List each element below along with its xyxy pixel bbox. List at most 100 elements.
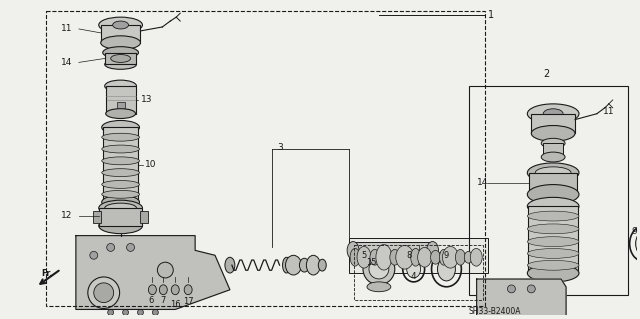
Polygon shape: [477, 279, 566, 319]
Ellipse shape: [541, 152, 565, 162]
Ellipse shape: [318, 259, 326, 271]
Ellipse shape: [148, 285, 156, 295]
Text: 9: 9: [632, 227, 637, 236]
Ellipse shape: [107, 243, 115, 251]
Bar: [349, 238, 488, 273]
Bar: [529, 173, 577, 194]
Ellipse shape: [483, 316, 506, 319]
Bar: [140, 211, 148, 223]
Ellipse shape: [418, 248, 431, 267]
Text: 15: 15: [366, 258, 376, 267]
Bar: [105, 53, 136, 64]
Ellipse shape: [390, 249, 400, 265]
Ellipse shape: [527, 185, 579, 204]
Text: 11: 11: [61, 25, 72, 33]
Ellipse shape: [367, 282, 391, 292]
Ellipse shape: [370, 249, 380, 265]
Ellipse shape: [282, 257, 291, 273]
Ellipse shape: [369, 259, 389, 279]
Ellipse shape: [307, 255, 320, 275]
Bar: [353, 241, 433, 259]
Ellipse shape: [376, 244, 392, 270]
Ellipse shape: [527, 260, 579, 270]
Ellipse shape: [103, 47, 138, 58]
Ellipse shape: [527, 104, 579, 123]
Bar: [354, 245, 483, 300]
Text: 4: 4: [411, 272, 416, 281]
Ellipse shape: [123, 309, 129, 315]
Ellipse shape: [100, 36, 140, 50]
Ellipse shape: [102, 195, 140, 209]
Ellipse shape: [102, 190, 140, 198]
Ellipse shape: [363, 253, 395, 285]
Ellipse shape: [285, 255, 301, 275]
Ellipse shape: [535, 167, 571, 179]
Ellipse shape: [431, 250, 440, 264]
Text: 11: 11: [603, 107, 614, 116]
Text: 16: 16: [170, 300, 181, 309]
Ellipse shape: [440, 249, 447, 265]
Bar: [528, 206, 578, 273]
Ellipse shape: [541, 138, 565, 148]
Ellipse shape: [105, 59, 136, 69]
Ellipse shape: [347, 241, 359, 259]
Text: 13: 13: [140, 95, 152, 104]
Bar: [99, 208, 143, 226]
Ellipse shape: [157, 262, 173, 278]
Ellipse shape: [108, 309, 114, 315]
Ellipse shape: [300, 258, 309, 272]
Ellipse shape: [102, 121, 140, 134]
Ellipse shape: [138, 309, 143, 315]
Text: 10: 10: [145, 160, 157, 169]
Ellipse shape: [102, 169, 140, 177]
Ellipse shape: [172, 285, 179, 295]
Ellipse shape: [527, 224, 579, 234]
Ellipse shape: [442, 247, 458, 268]
Ellipse shape: [225, 257, 235, 273]
Ellipse shape: [406, 260, 420, 278]
Text: 9: 9: [444, 251, 449, 260]
Ellipse shape: [531, 125, 575, 141]
Ellipse shape: [159, 285, 167, 295]
Ellipse shape: [102, 145, 140, 153]
Ellipse shape: [527, 285, 535, 293]
Ellipse shape: [357, 247, 371, 268]
Ellipse shape: [184, 285, 192, 295]
Ellipse shape: [427, 241, 438, 259]
Bar: [103, 127, 138, 202]
Text: 14: 14: [477, 178, 488, 187]
Ellipse shape: [527, 264, 579, 282]
Ellipse shape: [94, 283, 114, 302]
Ellipse shape: [527, 237, 579, 247]
Ellipse shape: [106, 109, 136, 118]
Ellipse shape: [99, 17, 143, 33]
Text: 6: 6: [148, 296, 154, 305]
Text: 17: 17: [183, 297, 194, 306]
Ellipse shape: [396, 245, 413, 269]
Ellipse shape: [527, 163, 579, 182]
Ellipse shape: [152, 309, 158, 315]
Polygon shape: [76, 236, 230, 309]
Ellipse shape: [350, 249, 360, 266]
Text: 12: 12: [61, 211, 72, 220]
Text: 8: 8: [406, 251, 412, 260]
Text: Fr.: Fr.: [41, 269, 52, 278]
Ellipse shape: [456, 249, 465, 265]
Text: 7: 7: [161, 296, 166, 305]
Ellipse shape: [438, 257, 456, 281]
Ellipse shape: [465, 251, 472, 263]
Bar: [531, 114, 575, 133]
Bar: [106, 86, 136, 114]
Text: 2: 2: [543, 69, 550, 79]
Ellipse shape: [527, 197, 579, 215]
Text: 14: 14: [61, 58, 72, 67]
Bar: [543, 143, 563, 157]
Ellipse shape: [102, 157, 140, 165]
Ellipse shape: [90, 251, 98, 259]
Ellipse shape: [470, 249, 482, 266]
Ellipse shape: [88, 277, 120, 308]
Ellipse shape: [102, 133, 140, 141]
Ellipse shape: [543, 109, 563, 119]
Bar: [93, 211, 100, 223]
Ellipse shape: [105, 203, 136, 213]
